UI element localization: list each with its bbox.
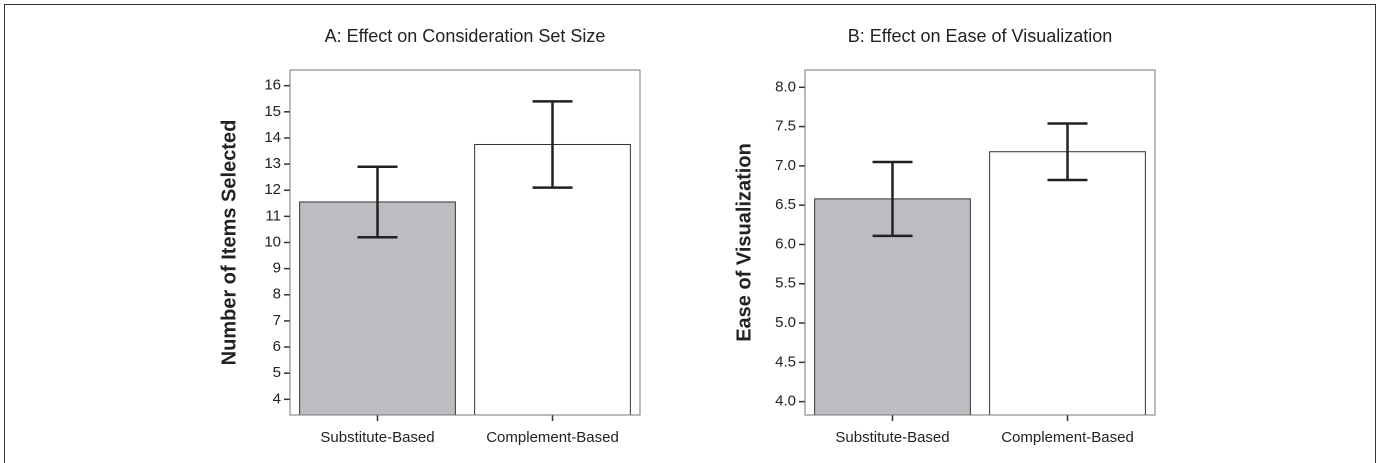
x-tick-label: Complement-Based [486, 429, 619, 446]
y-tick-label: 4 [273, 390, 281, 407]
y-tick-label: 13 [264, 155, 281, 172]
y-tick-label: 4.5 [775, 353, 796, 370]
y-tick-label: 7 [273, 312, 281, 329]
frame [4, 4, 1376, 463]
y-tick-label: 6.5 [775, 196, 796, 213]
y-tick-label: 8 [273, 286, 281, 303]
y-axis-label: Ease of Visualization [733, 143, 755, 342]
y-tick-label: 12 [264, 181, 281, 198]
bar [474, 143, 631, 416]
x-tick-label: Substitute-Based [320, 429, 434, 446]
y-tick-label: 9 [273, 260, 281, 277]
y-axis-label: Number of Items Selected [218, 120, 240, 366]
y-tick-label: 6.0 [775, 235, 796, 252]
plot-frame [804, 69, 1156, 416]
x-tick-label: Complement-Based [1001, 429, 1134, 446]
y-tick-label: 5 [273, 364, 281, 381]
y-tick-label: 5.0 [775, 314, 796, 331]
y-tick-label: 7.0 [775, 157, 796, 174]
y-tick-label: 11 [265, 207, 281, 224]
y-tick-label: 10 [264, 233, 281, 250]
y-tick-label: 14 [264, 129, 281, 146]
x-tick-label: Substitute-Based [835, 429, 949, 446]
y-tick-label: 15 [264, 103, 281, 120]
chart-title: A: Effect on Consideration Set Size [325, 26, 606, 46]
bar [989, 151, 1146, 416]
y-tick-label: 5.5 [775, 275, 796, 292]
chart-title: B: Effect on Ease of Visualization [848, 26, 1113, 46]
y-tick-label: 8.0 [775, 78, 796, 95]
y-tick-label: 7.5 [775, 118, 796, 135]
y-tick-label: 4.0 [775, 393, 796, 410]
plot-frame [289, 69, 641, 416]
y-tick-label: 16 [264, 77, 281, 94]
y-tick-label: 6 [273, 338, 281, 355]
